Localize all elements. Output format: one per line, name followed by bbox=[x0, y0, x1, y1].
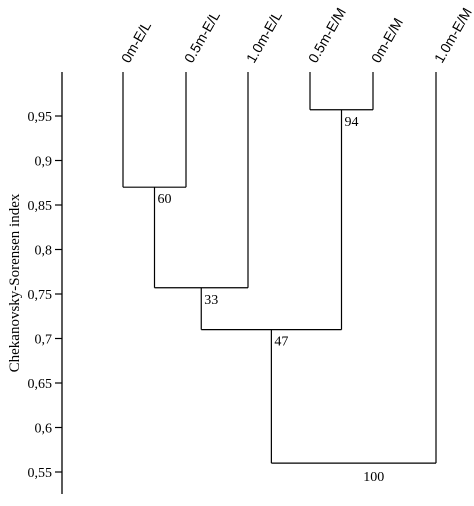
y-tick-label: 0,95 bbox=[28, 110, 53, 125]
y-tick-label: 0,55 bbox=[28, 466, 53, 481]
leaf-label: 0m-E/M bbox=[368, 15, 406, 65]
y-tick-label: 0,7 bbox=[35, 333, 53, 348]
leaf-label: 1.0m-E/L bbox=[243, 8, 285, 65]
y-tick-label: 0,65 bbox=[28, 377, 53, 392]
y-tick-label: 0,9 bbox=[35, 155, 53, 170]
y-tick-label: 0,85 bbox=[28, 199, 53, 214]
y-axis: 0,95 0,9 0,85 0,8 0,75 0,7 0,65 0,6 0,55 bbox=[28, 72, 63, 494]
support-value-60: 60 bbox=[158, 192, 172, 207]
support-value-33: 33 bbox=[204, 293, 218, 308]
y-axis-label: Chekanovsky-Sorensen index bbox=[7, 193, 23, 372]
leaf-label: 1.0m-E/M bbox=[431, 5, 474, 66]
support-value-47: 47 bbox=[274, 335, 288, 350]
support-value-94: 94 bbox=[345, 115, 359, 130]
y-tick-label: 0,6 bbox=[35, 422, 53, 437]
leaf-labels: 0m-E/L 0.5m-E/L 1.0m-E/L 0.5m-E/M 0m-E/M 1.0m… bbox=[118, 5, 474, 66]
y-tick-label: 0,8 bbox=[35, 244, 53, 259]
support-values: 60 94 33 47 100 bbox=[158, 115, 385, 485]
support-value-100: 100 bbox=[363, 470, 384, 485]
y-tick-label: 0,75 bbox=[28, 288, 53, 303]
leaf-label: 0.5m-E/M bbox=[305, 5, 349, 66]
leaf-label: 0m-E/L bbox=[118, 18, 155, 65]
leaf-label: 0.5m-E/L bbox=[181, 8, 223, 65]
dendrogram-branches bbox=[122, 72, 437, 464]
